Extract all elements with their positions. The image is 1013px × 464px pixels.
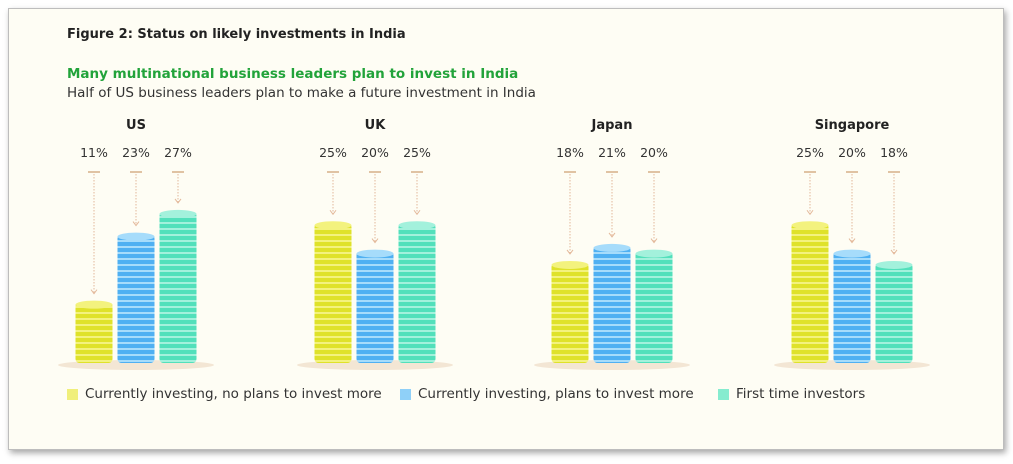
data-label: 18% [556, 145, 584, 160]
legend-swatch-yellow [67, 388, 78, 400]
bar-singapore-2 [875, 262, 913, 363]
category-label: Japan [591, 118, 633, 133]
bar-us-2 [159, 211, 197, 363]
legend-swatch-blue [400, 388, 411, 400]
group-singapore: Singapore 25% 20% 18% [774, 118, 930, 370]
bar-singapore-0 [791, 223, 829, 363]
bar-top [314, 221, 352, 230]
pointer-arrow-icon [329, 209, 337, 216]
group-us: US 11% 23% 27% [58, 118, 214, 370]
category-label: Singapore [815, 118, 890, 133]
headline: Many multinational business leaders plan… [67, 66, 519, 82]
bar-top [593, 243, 631, 252]
subtitle: Half of US business leaders plan to make… [67, 85, 536, 101]
data-label: 18% [880, 145, 908, 160]
pointer-arrow-icon [848, 238, 856, 244]
category-label: UK [365, 118, 387, 133]
bar-top [159, 209, 197, 218]
bar-top [551, 260, 589, 269]
bar-top [635, 249, 673, 258]
legend-item-1: Currently investing, plans to invest mor… [400, 386, 694, 402]
data-label: 20% [361, 145, 389, 160]
pointer-arrow-icon [566, 249, 574, 255]
data-label: 20% [838, 145, 866, 160]
bar-japan-2 [635, 251, 673, 363]
data-label: 25% [796, 145, 824, 160]
bar-top [75, 300, 113, 309]
data-label: 25% [403, 145, 431, 160]
data-label: 27% [164, 145, 192, 160]
figure-title: Figure 2: Status on likely investments i… [67, 27, 406, 42]
data-label: 23% [122, 145, 150, 160]
bar-uk-1 [356, 251, 394, 363]
pointer-arrow-icon [371, 238, 379, 244]
bar-uk-2 [398, 223, 436, 363]
pointer-arrow-icon [608, 232, 616, 238]
group-uk: UK 25% 20% 25% [297, 118, 453, 370]
pointer-arrow-icon [806, 209, 814, 216]
bar-top [117, 232, 155, 241]
legend-label: First time investors [736, 386, 866, 402]
data-label: 11% [80, 145, 108, 160]
category-label: US [126, 118, 146, 133]
bar-singapore-1 [833, 251, 871, 363]
bar-top [791, 221, 829, 230]
pointer-arrow-icon [413, 209, 421, 216]
group-japan: Japan 18% 21% 20% [534, 118, 690, 370]
pointer-arrow-icon [890, 249, 898, 255]
legend-label: Currently investing, plans to invest mor… [418, 386, 694, 402]
bar-uk-0 [314, 223, 352, 363]
data-label: 25% [319, 145, 347, 160]
legend-label: Currently investing, no plans to invest … [85, 386, 382, 402]
bar-top [356, 249, 394, 258]
bar-us-0 [75, 302, 113, 363]
legend-swatch-teal [718, 388, 729, 400]
bar-us-1 [117, 234, 155, 363]
bar-top [833, 249, 871, 258]
pointer-arrow-icon [90, 289, 98, 295]
data-label: 20% [640, 145, 668, 160]
bar-top [398, 221, 436, 230]
legend-item-2: First time investors [718, 386, 865, 402]
pointer-arrow-icon [650, 238, 658, 244]
pointer-arrow-icon [174, 198, 182, 204]
bar-japan-0 [551, 262, 589, 363]
pointer-arrow-icon [132, 221, 140, 227]
bar-top [875, 260, 913, 269]
data-label: 21% [598, 145, 626, 160]
legend-item-0: Currently investing, no plans to invest … [67, 386, 382, 402]
bar-japan-1 [593, 245, 631, 363]
